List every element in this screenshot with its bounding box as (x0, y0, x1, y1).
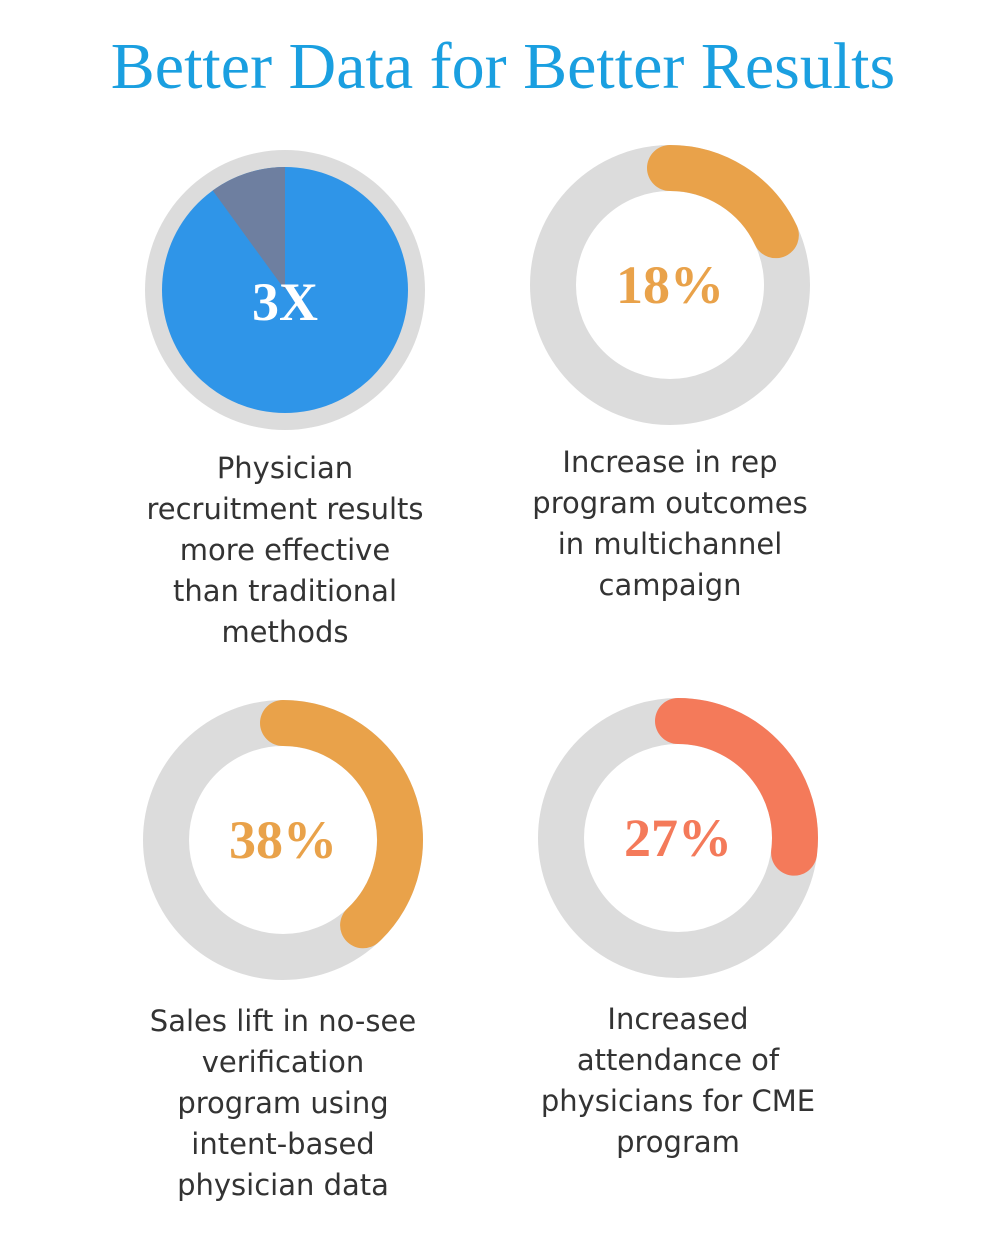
donut-arc (260, 700, 423, 949)
stat-description: Increased (607, 1002, 748, 1036)
stat-description: methods (221, 615, 348, 649)
stat-label: 18% (616, 255, 724, 315)
stat-label: 3X (252, 272, 318, 332)
stat-description: than traditional (173, 574, 397, 608)
stat-description: recruitment results (146, 492, 423, 526)
stat-description: program outcomes (532, 486, 807, 520)
donut-arc (647, 145, 799, 259)
stat-description: attendance of (577, 1043, 780, 1077)
stat-label: 38% (229, 810, 337, 870)
stat-description: physician data (177, 1168, 389, 1202)
stat-description: campaign (599, 568, 742, 602)
stat-description: intent-based (191, 1127, 374, 1161)
stat-description: in multichannel (558, 527, 783, 561)
stat-description: verification (202, 1045, 365, 1079)
pie-slice (212, 167, 285, 290)
stat-description: Physician (217, 451, 353, 485)
donut-arc (655, 698, 818, 876)
stat-label: 27% (624, 808, 732, 868)
stat-description: Increase in rep (562, 445, 777, 479)
stat-description: physicians for CME (541, 1084, 815, 1118)
stat-description: Sales lift in no-see (150, 1004, 416, 1038)
title: Better Data for Better Results (111, 30, 895, 103)
stat-description: program using (177, 1086, 388, 1120)
stat-description: program (616, 1125, 740, 1159)
stat-description: more effective (180, 533, 390, 567)
